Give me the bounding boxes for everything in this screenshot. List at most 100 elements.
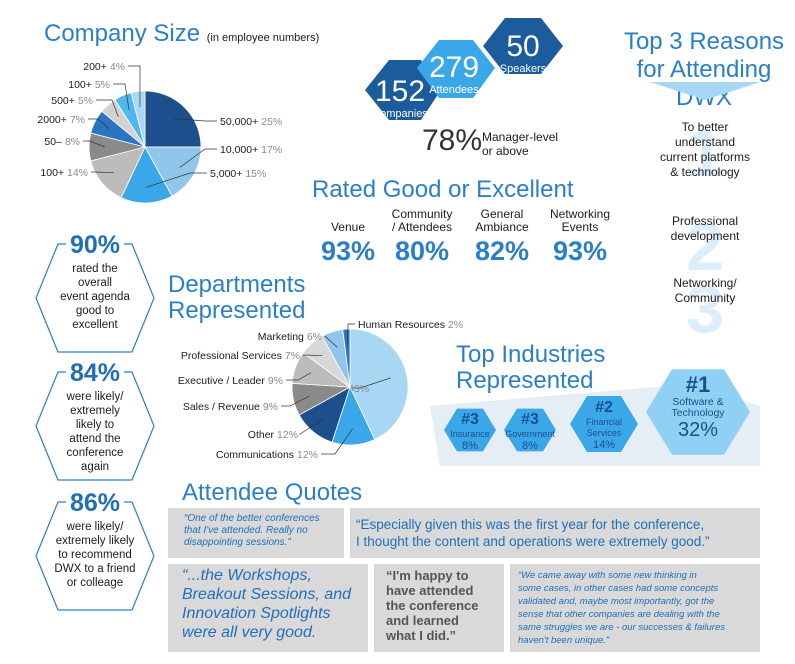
left-stat-line: attend the	[69, 433, 121, 445]
left-stat-line: event agenda	[60, 291, 130, 303]
companies-count: 152	[374, 75, 426, 108]
company-size-label-8: 200+ 4%	[83, 61, 125, 73]
industry-rank: #1	[685, 372, 711, 397]
reason-line: understand	[674, 135, 736, 149]
attendees-hexagon	[417, 40, 495, 98]
manager-level-label-2: or above	[482, 144, 529, 158]
left-stat: 86% were likely/extremely likely to recomm…	[30, 489, 160, 612]
company-size-leader-8	[128, 65, 141, 107]
quote-panel-3	[168, 564, 368, 652]
speakers-count: 50	[506, 30, 540, 63]
left-stat-value-text: 90%	[65, 231, 125, 259]
industry-hexagon	[646, 369, 750, 455]
left-stats: 90% rated the overall event agenda good to ex…	[30, 231, 160, 632]
quotes-title: Attendee Quotes	[182, 479, 363, 506]
departments-leader-5	[303, 354, 323, 357]
left-stat-text: were likely/extremely likely to recommend…	[30, 520, 160, 590]
industry-hexagon	[504, 408, 556, 452]
reason-line: development	[670, 229, 740, 243]
industry-hexagon-shape	[646, 369, 750, 455]
industry-item: #3 Government 8%	[504, 411, 556, 453]
departments-title: Departments Represented	[168, 271, 306, 324]
company-size-slice-8	[130, 90, 146, 148]
company-size-label-4: 50– 8%	[44, 136, 80, 148]
left-stat-value: 84%	[30, 359, 160, 387]
company-size-label-7: 100+ 5%	[68, 79, 110, 91]
departments-leader-6	[324, 335, 338, 348]
company-size-label-2: 5,000+ 15%	[210, 168, 266, 180]
companies-label: Companies	[372, 108, 428, 120]
reason-number-2: 2	[686, 209, 724, 285]
rating-item: General Ambiance 82%	[462, 208, 542, 268]
left-stat-value: 90%	[30, 231, 160, 259]
company-size-leader-0	[173, 118, 217, 122]
left-stat-hexagon-outline	[35, 243, 155, 353]
industry-item: #3 Insurance 8%	[444, 411, 496, 453]
left-stat-hexagon	[35, 501, 155, 611]
left-stat-line: again	[80, 461, 110, 473]
left-stat-line: extremely	[70, 405, 120, 417]
industry-name: Software &	[672, 396, 724, 408]
industry-hexagon-shape	[504, 408, 556, 452]
departments-label-7: Human Resources 2%	[358, 319, 463, 331]
departments-label-1: Communications 12%	[216, 449, 318, 461]
reason-text: To better understand current platforms & te…	[630, 120, 780, 180]
industry-name: Government	[505, 428, 555, 439]
speakers-hexagon	[483, 18, 563, 74]
left-stat: 84% were likely/extremely likely to attend …	[30, 359, 160, 482]
manager-level-value: 78%	[422, 124, 483, 157]
quote-3: “...the Workshops, Breakout Sessions, an…	[182, 567, 351, 641]
rating-label-2: Events	[561, 220, 599, 234]
reason-number-1: 1	[686, 115, 724, 191]
departments-pie-chart: IT 43%Communications 12%Other 12%Sales /…	[178, 319, 463, 461]
rating-label-2: / Attendees	[391, 220, 453, 234]
industry-hexagon	[570, 396, 638, 452]
company-size-leader-3	[91, 171, 114, 174]
left-stat-value-text: 86%	[65, 489, 125, 517]
quote-panel-1	[168, 508, 344, 558]
reason-line: current platforms	[659, 150, 751, 164]
company-size-leader-2	[146, 172, 207, 188]
company-size-leader-7	[113, 83, 130, 111]
company-size-label-3: 100+ 14%	[40, 167, 88, 179]
company-size-label-5: 2000+ 7%	[37, 114, 85, 126]
industry-pct: 14%	[592, 438, 616, 451]
reasons-title: Top 3 Reasons for Attending DWX	[623, 28, 785, 111]
industry-rank: #2	[595, 398, 613, 416]
attendees-label: Attendees	[429, 84, 479, 96]
departments-label-6: Marketing 6%	[258, 331, 322, 343]
departments-leader-3	[281, 395, 310, 407]
left-stat-hexagon	[35, 371, 155, 481]
rating-item: Community / Attendees 80%	[382, 208, 462, 268]
left-stat-line: DWX to a friend	[54, 563, 136, 575]
industry-pct: 8%	[522, 439, 538, 452]
industries-title: Top Industries Represented	[456, 341, 606, 394]
industry-pct: 8%	[462, 439, 478, 452]
reasons-list: 1 To better understand current platforms & t…	[630, 106, 780, 347]
quote-panel-2	[350, 508, 760, 558]
quote-5: “We came away with some new thinking in …	[518, 570, 725, 646]
left-stat-line: rated the	[72, 263, 118, 275]
left-stat-line: to recommend	[58, 549, 132, 561]
industry-hexagon-shape	[444, 408, 496, 452]
industry-rank: #3	[521, 410, 539, 428]
company-size-title: Company Size (in employee numbers)	[44, 20, 320, 47]
reason-line: Community	[674, 291, 736, 305]
left-stat-line: likely to	[75, 419, 115, 431]
speakers-label: Speakers	[499, 63, 547, 75]
left-stat-hexagon-outline	[35, 501, 155, 611]
departments-slice-0	[349, 328, 409, 441]
rating-label-1: General	[480, 207, 524, 221]
left-stat-value-text: 84%	[65, 359, 125, 387]
companies-hexagon	[365, 60, 441, 120]
industry-rank: #3	[461, 410, 479, 428]
departments-label-3: Sales / Revenue 9%	[183, 401, 278, 413]
rated-title: Rated Good or Excellent	[312, 176, 574, 203]
company-size-slice-2	[120, 146, 173, 204]
left-stat-line: were likely/	[66, 391, 124, 403]
rating-value: 80%	[394, 236, 450, 266]
reason-number-3: 3	[686, 271, 724, 347]
reason-line: Professional	[671, 214, 739, 228]
industry-name: Technology	[671, 407, 725, 419]
company-size-label-1: 10,000+ 17%	[220, 144, 282, 156]
